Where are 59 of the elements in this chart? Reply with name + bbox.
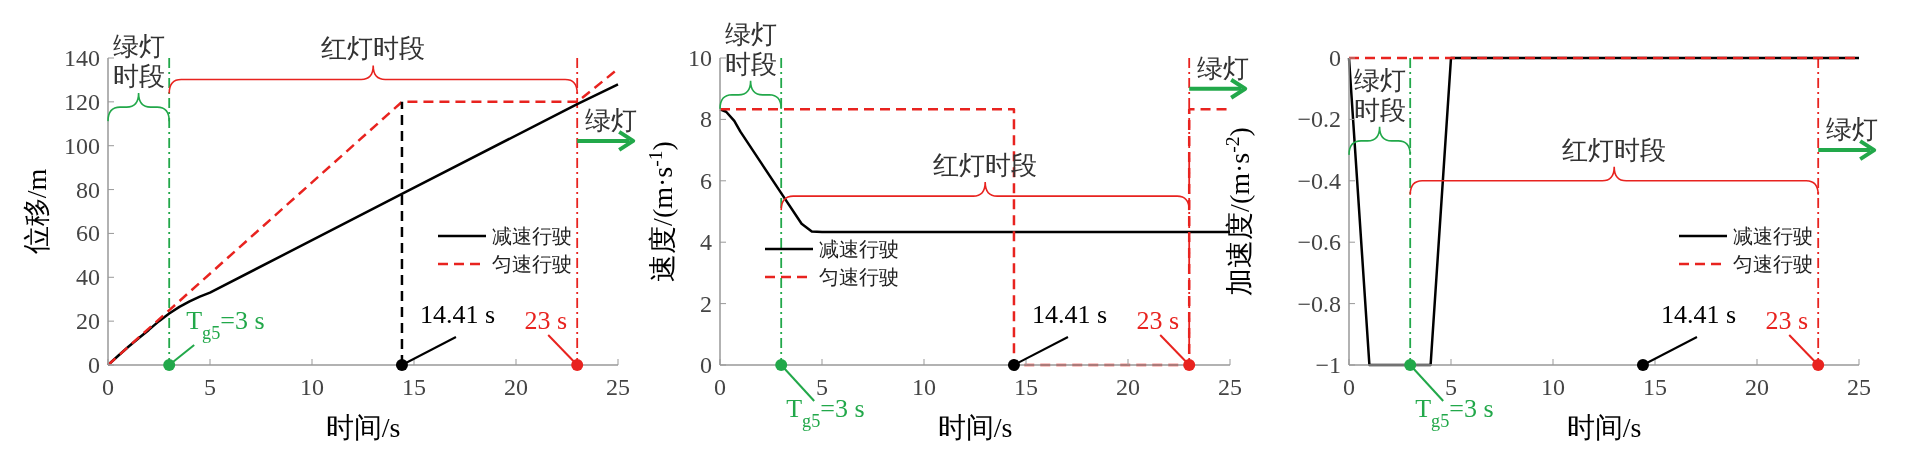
y-tick-label: −1 [1315, 352, 1341, 378]
legend-label: 减速行驶 [819, 238, 899, 260]
y-tick-label: 2 [700, 290, 712, 317]
y-tick-label: 0 [700, 352, 712, 378]
y-tick-label: 100 [64, 132, 100, 159]
annotation: T$_{g5}$=3 s [186, 306, 265, 343]
y-tick-label: 10 [688, 45, 712, 71]
legend-label: 匀速行驶 [819, 266, 899, 288]
y-axis-title: 位移/m [21, 168, 52, 255]
x-axis-title: 时间/s [937, 412, 1013, 443]
x-tick-label: 15 [1643, 374, 1667, 400]
legend-label: 减速行驶 [492, 225, 572, 248]
annotation: 14.41 s [419, 300, 496, 329]
annotation: 23 s [1765, 306, 1809, 335]
annotation: 14.41 s [1660, 300, 1737, 329]
x-tick-label: 20 [504, 374, 528, 400]
annotation: 绿灯时段 [1353, 65, 1406, 125]
x-tick-label: 25 [1847, 374, 1871, 400]
y-tick-label: 0 [88, 352, 100, 378]
y-tick-label: 20 [76, 308, 100, 335]
y-tick-label: −0.4 [1297, 167, 1341, 194]
legend-label: 减速行驶 [1733, 225, 1813, 248]
x-tick-label: 20 [1745, 374, 1769, 400]
annotation: 23 s [524, 306, 568, 335]
x-tick-label: 15 [402, 374, 426, 400]
y-tick-label: −0.6 [1297, 229, 1341, 256]
x-tick-label: 5 [204, 374, 216, 400]
annotation: 红灯时段 [933, 151, 1038, 181]
x-tick-label: 10 [300, 374, 324, 400]
y-tick-label: 60 [76, 220, 100, 247]
y-tick-label: −0.8 [1297, 290, 1341, 317]
x-tick-label: 10 [912, 374, 936, 400]
annotation: 绿灯时段 [112, 32, 165, 92]
y-tick-label: 80 [76, 176, 100, 203]
annotation: 绿灯 [1826, 115, 1879, 145]
x-tick-label: 10 [1541, 374, 1565, 400]
x-tick-label: 15 [1014, 374, 1038, 400]
x-axis-title: 时间/s [1566, 412, 1642, 443]
annotation: 红灯时段 [321, 34, 426, 64]
y-tick-label: 140 [64, 45, 100, 71]
y-tick-label: 8 [700, 106, 712, 133]
legend-label: 匀速行驶 [492, 253, 572, 276]
annotation: 红灯时段 [1562, 135, 1667, 165]
y-tick-label: 0 [1329, 45, 1341, 71]
x-axis-title: 时间/s [325, 412, 401, 443]
y-tick-label: 4 [700, 229, 712, 256]
annotation: 绿灯 [1197, 53, 1250, 83]
annotation: 绿灯时段 [724, 19, 777, 79]
x-tick-label: 25 [1218, 374, 1242, 400]
x-tick-label: 25 [606, 374, 630, 400]
legend-label: 匀速行驶 [1733, 253, 1813, 276]
annotation: 14.41 s [1031, 300, 1108, 329]
annotation: 23 s [1136, 306, 1180, 335]
x-tick-label: 20 [1116, 374, 1140, 400]
y-tick-label: 40 [76, 264, 100, 291]
y-tick-label: 120 [64, 88, 100, 115]
annotation: 绿灯 [585, 105, 638, 135]
y-tick-label: 6 [700, 167, 712, 194]
y-tick-label: −0.2 [1297, 106, 1341, 133]
